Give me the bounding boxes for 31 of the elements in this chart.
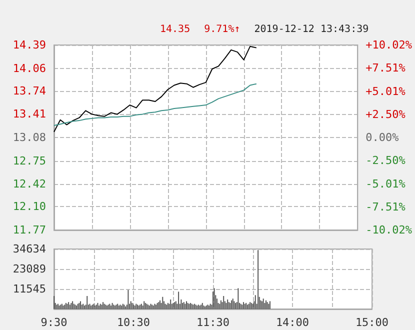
line-series <box>54 83 257 126</box>
y2-tick-label: +2.50% <box>366 108 406 121</box>
x-tick-label: 15:00 <box>355 316 389 329</box>
y-tick-label: 11545 <box>12 282 46 296</box>
text: 2019-12-12 13:43:39 <box>254 24 369 35</box>
y-tick-label: 13.08 <box>12 131 46 144</box>
y2-tick-label: -2.50% <box>366 154 406 168</box>
y-tick-label: 11.77 <box>12 224 46 236</box>
line-series <box>54 46 257 132</box>
y-tick-label: 13.41 <box>12 108 46 121</box>
y-tick-label: 13.74 <box>12 84 46 98</box>
y2-tick-label: -10.02% <box>366 224 412 236</box>
y2-tick-label: +7.51% <box>366 62 406 75</box>
y2-tick-label: +5.01% <box>366 84 406 98</box>
y2-tick-label: +10.02% <box>366 38 412 52</box>
y-tick-label: 23089 <box>12 262 46 276</box>
y2-tick-label: -7.51% <box>366 200 406 214</box>
x-tick-label: 14:00 <box>276 316 310 329</box>
x-tick-label: 11:30 <box>196 316 230 329</box>
y-tick-label: 14.39 <box>12 38 46 52</box>
x-tick-label: 10:30 <box>116 316 150 329</box>
y2-tick-label: -5.01% <box>366 177 406 190</box>
y-tick-label: 12.75 <box>12 154 46 168</box>
y-tick-label: 34634 <box>12 242 46 256</box>
y-tick-label: 14.06 <box>12 62 46 75</box>
y-tick-label: 12.42 <box>12 178 46 191</box>
y2-tick-label: 0.00% <box>366 131 400 144</box>
text: 14.35 <box>160 24 190 35</box>
x-tick-label: 9:30 <box>40 316 68 329</box>
y-tick-label: 12.10 <box>12 200 46 214</box>
text: 9.71%↑ <box>204 24 240 35</box>
